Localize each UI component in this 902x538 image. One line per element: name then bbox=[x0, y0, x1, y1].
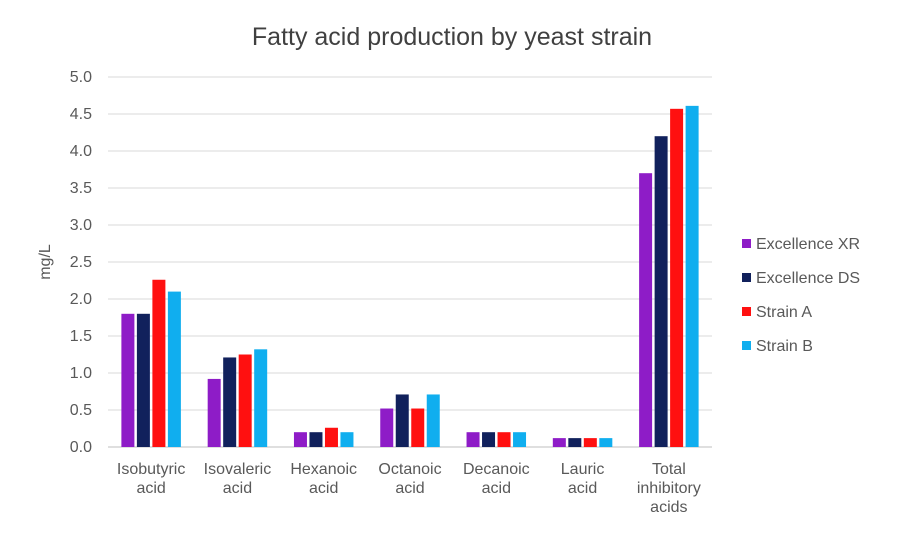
y-tick-label: 1.5 bbox=[70, 328, 92, 345]
x-tick-label-line: Decanoic bbox=[463, 461, 530, 478]
legend: Excellence XR Excellence DS Strain A Strain… bbox=[742, 236, 860, 355]
bar bbox=[167, 291, 181, 447]
y-axis-ticks: 0.0 0.5 1.0 1.5 2.0 2.5 3.0 3.5 4.0 4.5 5.0 bbox=[70, 69, 92, 456]
y-tick-label: 0.0 bbox=[70, 439, 92, 456]
bar bbox=[654, 136, 668, 447]
legend-swatch bbox=[742, 307, 751, 316]
x-tick-label: Decanoic acid bbox=[463, 461, 530, 497]
y-tick-label: 1.0 bbox=[70, 365, 92, 382]
x-tick-label-line: acid bbox=[136, 480, 165, 497]
x-tick-label: Lauric acid bbox=[561, 461, 605, 497]
x-tick-label-line: inhibitory bbox=[637, 480, 701, 497]
bar bbox=[513, 432, 527, 447]
bar bbox=[152, 279, 166, 447]
bars bbox=[121, 105, 699, 448]
bar bbox=[670, 108, 684, 447]
y-tick-label: 3.0 bbox=[70, 217, 92, 234]
x-tick-label: Total inhibitory acids bbox=[637, 461, 701, 516]
x-tick-label-line: Isovaleric bbox=[204, 461, 272, 478]
bar bbox=[497, 432, 511, 447]
bar bbox=[324, 427, 338, 447]
y-tick-label: 0.5 bbox=[70, 402, 92, 419]
x-tick-label-line: acid bbox=[568, 480, 597, 497]
bar bbox=[482, 432, 496, 447]
x-tick-label: Hexanoic acid bbox=[290, 461, 357, 497]
y-axis-title: mg/L bbox=[37, 244, 54, 280]
x-tick-label-line: acids bbox=[650, 499, 687, 516]
bar bbox=[599, 438, 613, 447]
bar bbox=[426, 394, 440, 447]
gridlines bbox=[108, 76, 712, 448]
x-tick-label-line: acid bbox=[395, 480, 424, 497]
legend-swatch bbox=[742, 341, 751, 350]
bar bbox=[639, 173, 653, 447]
x-tick-label-line: acid bbox=[223, 480, 252, 497]
x-tick-label-line: Total bbox=[652, 461, 686, 478]
chart-title: Fatty acid production by yeast strain bbox=[252, 23, 652, 51]
bar bbox=[583, 438, 597, 447]
bar bbox=[568, 438, 582, 447]
bar bbox=[411, 408, 425, 447]
bar bbox=[552, 438, 566, 447]
bar bbox=[685, 105, 699, 448]
x-tick-label-line: acid bbox=[482, 480, 511, 497]
bar bbox=[121, 313, 135, 447]
y-tick-label: 5.0 bbox=[70, 69, 92, 86]
bar bbox=[380, 408, 394, 447]
y-tick-label: 4.5 bbox=[70, 106, 92, 123]
legend-label: Strain B bbox=[756, 338, 813, 355]
x-tick-label-line: Isobutyric bbox=[117, 461, 185, 478]
bar bbox=[207, 378, 221, 447]
bar bbox=[309, 432, 323, 447]
y-tick-label: 2.5 bbox=[70, 254, 92, 271]
legend-label: Excellence XR bbox=[756, 236, 860, 253]
bar bbox=[466, 432, 480, 447]
bar bbox=[238, 354, 252, 447]
x-tick-label: Octanoic acid bbox=[378, 461, 441, 497]
x-tick-label-line: Hexanoic bbox=[290, 461, 357, 478]
y-tick-label: 2.0 bbox=[70, 291, 92, 308]
x-tick-label-line: acid bbox=[309, 480, 338, 497]
x-tick-label-line: Octanoic bbox=[378, 461, 441, 478]
bar bbox=[136, 313, 150, 447]
legend-label: Excellence DS bbox=[756, 270, 860, 287]
bar bbox=[223, 357, 237, 447]
legend-label: Strain A bbox=[756, 304, 812, 321]
legend-swatch bbox=[742, 273, 751, 282]
y-tick-label: 3.5 bbox=[70, 180, 92, 197]
x-tick-label-line: Lauric bbox=[561, 461, 605, 478]
x-tick-label: Isobutyric acid bbox=[117, 461, 185, 497]
legend-swatch bbox=[742, 239, 751, 248]
bar bbox=[340, 432, 354, 447]
bar bbox=[293, 432, 307, 447]
x-tick-label: Isovaleric acid bbox=[204, 461, 272, 497]
bar bbox=[254, 349, 268, 447]
x-axis-labels: Isobutyric acid Isovaleric acid Hexanoic acid… bbox=[117, 461, 701, 516]
bar bbox=[395, 394, 409, 447]
y-tick-label: 4.0 bbox=[70, 143, 92, 160]
